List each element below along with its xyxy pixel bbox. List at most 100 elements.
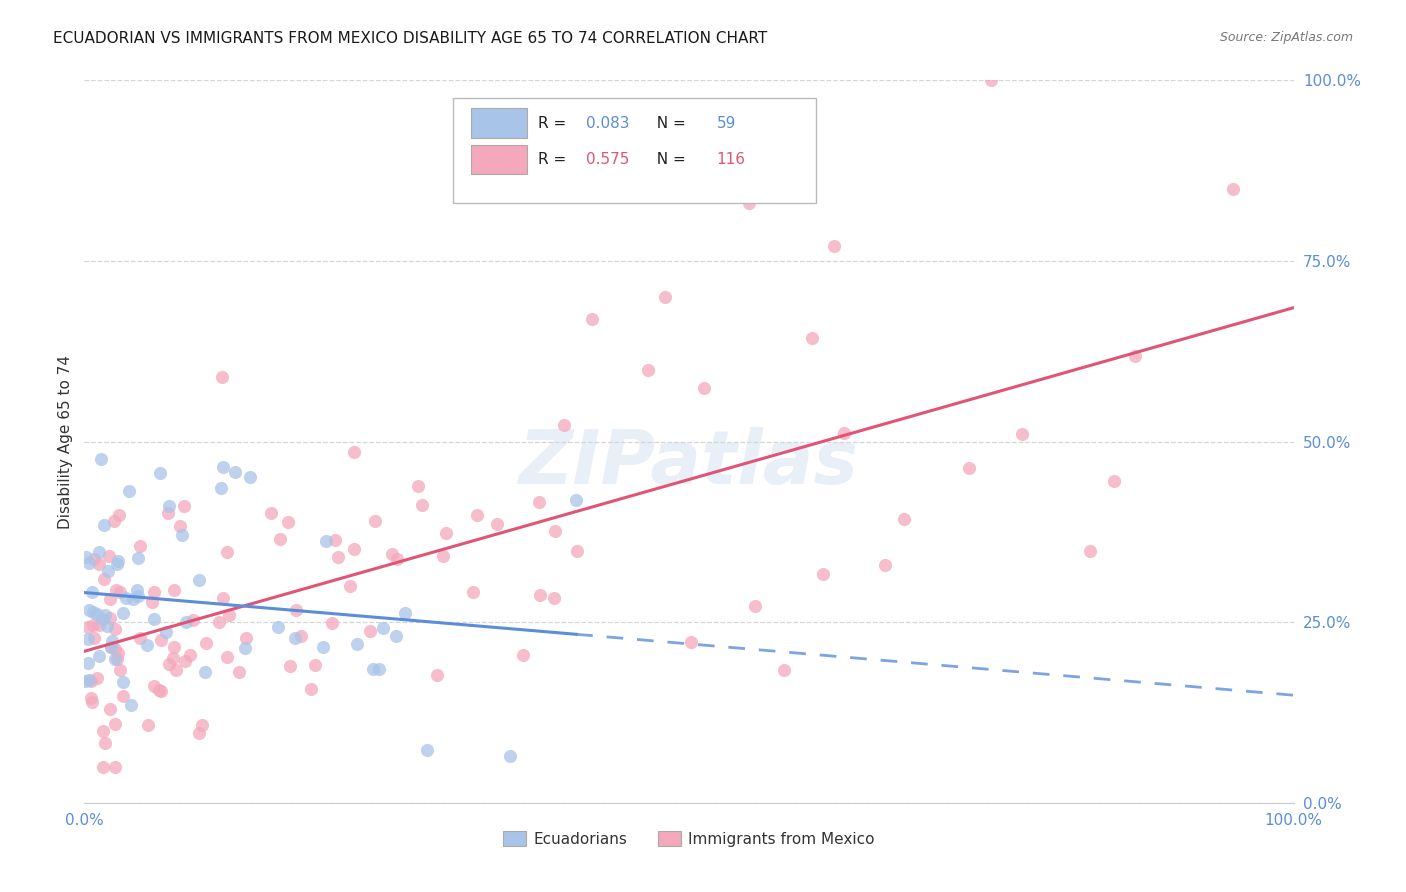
Text: N =: N = [647,153,690,168]
Point [367,662,389,676]
Point [194,665,217,679]
Point [80,674,103,689]
Point [1123,349,1146,363]
Point [801,330,824,344]
Point [315,533,337,548]
Point [115,591,138,606]
Point [637,362,659,376]
Point [212,591,235,605]
Point [208,615,231,629]
Point [211,370,233,384]
Point [77,656,100,670]
Text: 59: 59 [717,116,737,131]
Point [87,649,110,664]
Point [744,599,766,613]
Point [485,516,508,531]
Point [339,579,361,593]
Text: ECUADORIAN VS IMMIGRANTS FROM MEXICO DISABILITY AGE 65 TO 74 CORRELATION CHART: ECUADORIAN VS IMMIGRANTS FROM MEXICO DIS… [53,31,768,46]
Point [188,726,211,740]
Point [432,549,454,563]
Point [529,495,551,509]
Point [77,632,100,646]
Point [183,613,205,627]
Point [141,595,163,609]
Point [93,736,115,750]
Point [98,592,121,607]
Point [233,640,256,655]
Point [543,524,565,539]
Point [97,549,120,564]
Point [416,743,439,757]
Point [120,698,142,712]
Point [87,618,110,632]
Point [343,541,366,556]
Point [359,624,381,639]
Point [406,478,429,492]
Point [149,466,172,480]
Point [228,665,250,679]
Point [411,498,433,512]
Point [364,515,387,529]
Point [195,636,218,650]
Point [426,668,449,682]
Point [654,290,676,304]
Text: ZIPatlas: ZIPatlas [519,426,859,500]
Point [98,610,121,624]
Point [394,606,416,620]
Point [361,662,384,676]
Text: N =: N = [647,116,690,131]
Text: 116: 116 [717,153,745,168]
Point [277,515,299,529]
Point [127,551,149,566]
Point [77,603,100,617]
Point [312,640,335,655]
Point [1222,182,1244,196]
Point [679,634,702,648]
Point [224,465,246,479]
Point [87,545,110,559]
Point [105,652,128,666]
Point [118,484,141,499]
Point [498,748,520,763]
Point [122,592,145,607]
Point [321,616,343,631]
Point [290,629,312,643]
Point [738,196,761,211]
Point [107,554,129,568]
Point [105,557,128,571]
Point [98,702,121,716]
Point [111,606,134,620]
Point [143,585,166,599]
Point [381,548,404,562]
Point [980,73,1002,87]
Point [79,557,101,571]
Point [212,460,235,475]
Point [1078,544,1101,558]
Point [217,649,239,664]
Point [170,528,193,542]
Point [169,519,191,533]
Point [100,640,122,654]
Point [159,657,181,671]
Point [239,470,262,484]
Point [434,526,457,541]
Point [104,652,127,666]
Point [82,617,104,632]
Point [215,545,238,559]
Point [111,689,134,703]
Point [104,642,127,657]
Point [299,682,322,697]
Point [581,311,603,326]
Point [155,625,177,640]
Text: R =: R = [538,153,571,168]
Point [209,481,232,495]
Point [461,585,484,599]
Point [87,557,110,571]
Point [129,539,152,553]
Point [111,675,134,690]
Text: 0.575: 0.575 [586,153,630,168]
Point [162,583,184,598]
Point [553,417,575,432]
Point [82,605,104,619]
Point [107,646,129,660]
